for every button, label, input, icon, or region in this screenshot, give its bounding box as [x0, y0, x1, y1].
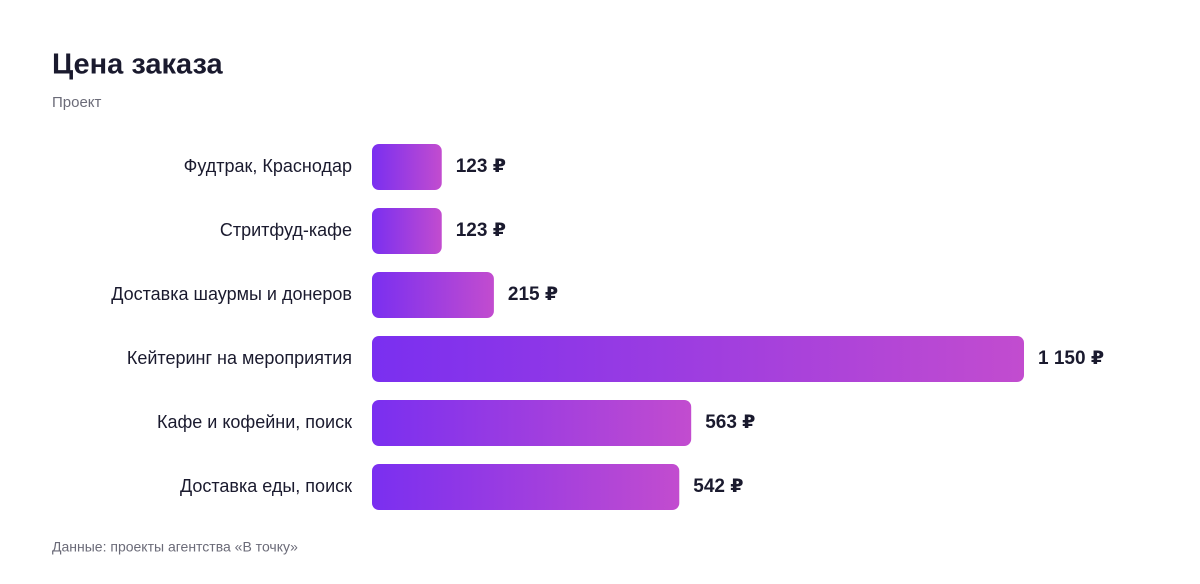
bar — [372, 208, 442, 254]
bar — [372, 336, 1024, 382]
category-label: Доставка шаурмы и донеров — [111, 284, 352, 304]
category-label: Доставка еды, поиск — [180, 476, 352, 496]
value-label: 123 ₽ — [456, 156, 506, 177]
bar — [372, 272, 494, 318]
category-label: Фудтрак, Краснодар — [184, 156, 352, 176]
chart-title: Цена заказа — [52, 49, 224, 81]
bar — [372, 400, 692, 446]
chart-subtitle: Проект — [52, 94, 102, 111]
category-label: Кейтеринг на мероприятия — [127, 348, 352, 368]
category-label: Стритфуд-кафе — [220, 220, 352, 240]
value-label: 123 ₽ — [456, 220, 506, 241]
bar — [372, 144, 442, 190]
value-label: 1 150 ₽ — [1038, 348, 1104, 369]
category-label: Кафе и кофейни, поиск — [157, 412, 352, 432]
value-label: 542 ₽ — [693, 476, 743, 497]
source-note: Данные: проекты агентства «В точку» — [52, 539, 298, 555]
bar — [372, 464, 680, 510]
value-label: 563 ₽ — [705, 412, 755, 433]
value-label: 215 ₽ — [508, 284, 558, 305]
